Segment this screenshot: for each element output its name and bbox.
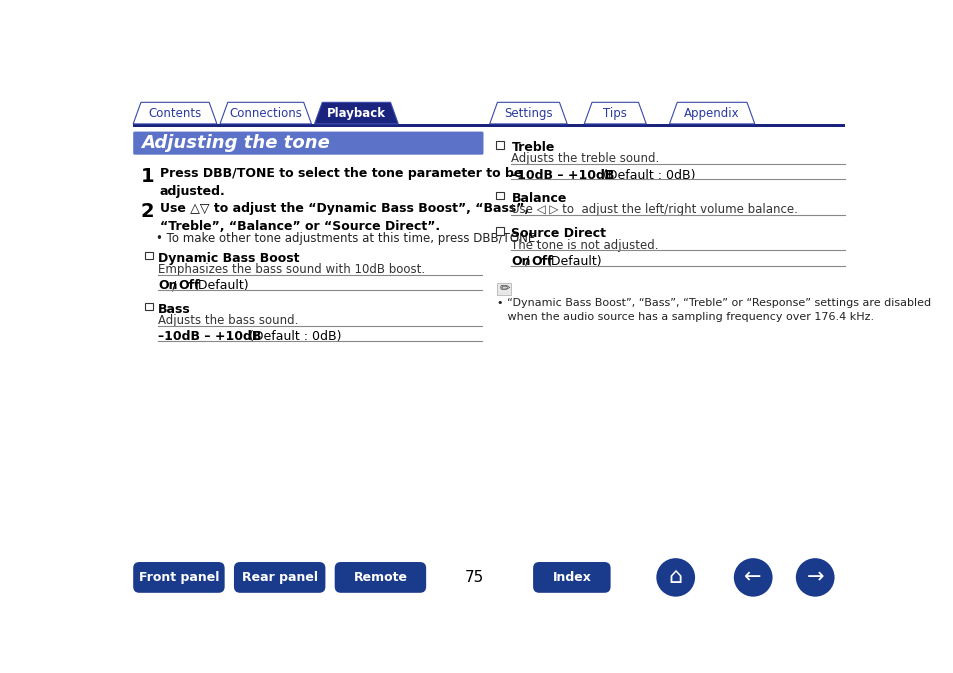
Circle shape <box>795 558 834 597</box>
Text: • To make other tone adjustments at this time, press DBB/TONE.: • To make other tone adjustments at this… <box>156 232 538 245</box>
Text: 75: 75 <box>464 570 483 585</box>
Text: Balance: Balance <box>511 192 566 205</box>
Polygon shape <box>583 102 645 124</box>
Bar <box>133 124 843 127</box>
Text: (Default): (Default) <box>546 255 602 268</box>
Text: Use ◁ ▷ to  adjust the left/right volume balance.: Use ◁ ▷ to adjust the left/right volume … <box>511 203 798 216</box>
Text: 1: 1 <box>141 167 154 186</box>
Text: Use △▽ to adjust the “Dynamic Bass Boost”, “Bass”,
“Treble”, “Balance” or “Sourc: Use △▽ to adjust the “Dynamic Bass Boost… <box>159 203 528 234</box>
Text: Contents: Contents <box>149 106 201 120</box>
Text: Remote: Remote <box>353 571 407 584</box>
Text: ←: ← <box>743 567 761 588</box>
FancyBboxPatch shape <box>233 562 325 593</box>
Text: Playback: Playback <box>327 106 386 120</box>
Text: Connections: Connections <box>229 106 302 120</box>
Text: 2: 2 <box>141 203 154 221</box>
Text: –10dB – +10dB: –10dB – +10dB <box>158 330 261 343</box>
Text: Off: Off <box>178 279 199 293</box>
Text: Bass: Bass <box>158 303 191 316</box>
Text: Off: Off <box>531 255 553 268</box>
Bar <box>145 303 152 310</box>
FancyBboxPatch shape <box>533 562 610 593</box>
Polygon shape <box>489 102 567 124</box>
Text: (Default : 0dB): (Default : 0dB) <box>602 168 695 182</box>
Text: On: On <box>158 279 177 293</box>
FancyBboxPatch shape <box>133 132 483 155</box>
Polygon shape <box>314 102 397 124</box>
Text: On: On <box>511 255 530 268</box>
Text: /: / <box>172 279 180 293</box>
Text: Treble: Treble <box>511 141 555 154</box>
Text: –10dB – +10dB: –10dB – +10dB <box>511 168 614 182</box>
Text: Dynamic Bass Boost: Dynamic Bass Boost <box>158 252 299 264</box>
FancyBboxPatch shape <box>133 562 224 593</box>
Text: The tone is not adjusted.: The tone is not adjusted. <box>511 239 659 252</box>
Text: ✏: ✏ <box>498 282 509 295</box>
FancyBboxPatch shape <box>335 562 426 593</box>
Text: Source Direct: Source Direct <box>511 227 606 240</box>
Text: Adjusts the bass sound.: Adjusts the bass sound. <box>158 314 298 327</box>
Bar <box>145 252 152 259</box>
Text: Front panel: Front panel <box>138 571 219 584</box>
Bar <box>496 141 503 149</box>
Text: (Default : 0dB): (Default : 0dB) <box>249 330 341 343</box>
Polygon shape <box>669 102 754 124</box>
Text: ⌂: ⌂ <box>668 567 682 588</box>
Text: →: → <box>805 567 823 588</box>
Text: Rear panel: Rear panel <box>241 571 317 584</box>
Text: /: / <box>525 255 533 268</box>
Text: • “Dynamic Bass Boost”, “Bass”, “Treble” or “Response” settings are disabled
   : • “Dynamic Bass Boost”, “Bass”, “Treble”… <box>497 298 930 322</box>
Bar <box>497 283 511 295</box>
Bar <box>496 227 503 235</box>
Text: Press DBB/TONE to select the tone parameter to be
adjusted.: Press DBB/TONE to select the tone parame… <box>159 167 521 198</box>
Circle shape <box>733 558 772 597</box>
Text: Index: Index <box>552 571 591 584</box>
Text: Settings: Settings <box>503 106 552 120</box>
Text: Adjusting the tone: Adjusting the tone <box>141 134 330 152</box>
Bar <box>496 192 503 199</box>
Text: Appendix: Appendix <box>683 106 740 120</box>
Text: (Default): (Default) <box>193 279 249 293</box>
Polygon shape <box>220 102 311 124</box>
Text: Adjusts the treble sound.: Adjusts the treble sound. <box>511 152 659 166</box>
Text: Emphasizes the bass sound with 10dB boost.: Emphasizes the bass sound with 10dB boos… <box>158 263 425 276</box>
Polygon shape <box>133 102 216 124</box>
Circle shape <box>656 558 695 597</box>
Text: Tips: Tips <box>602 106 626 120</box>
